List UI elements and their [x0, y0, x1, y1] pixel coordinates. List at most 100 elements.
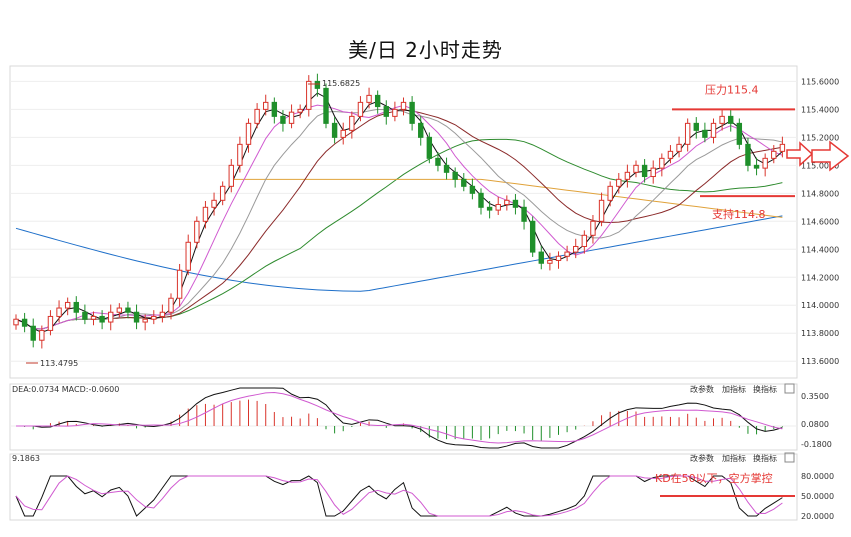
- macd-panel-frame: [9, 383, 798, 451]
- macd-header: DEA:0.0734 MACD:-0.0600: [12, 385, 119, 394]
- candle-body: [297, 108, 303, 113]
- candle-body: [237, 143, 243, 166]
- candle-body: [710, 122, 717, 138]
- candle-body: [392, 108, 398, 117]
- candle-body: [340, 129, 346, 138]
- candle-body: [349, 115, 355, 131]
- y-tick-label: 115.2000: [801, 133, 839, 142]
- trend-arrow-icon: [786, 141, 814, 167]
- candle-body: [116, 307, 123, 313]
- macd-button-label: 改参数: [690, 384, 714, 394]
- candle-body: [435, 157, 441, 166]
- candle-body: [641, 164, 648, 178]
- candle-body: [650, 167, 656, 178]
- trend-arrow-icon: [811, 140, 850, 172]
- candle-body: [151, 315, 157, 320]
- candle-body: [194, 220, 200, 243]
- kd-button-label: 加指标: [722, 453, 746, 463]
- kd-button-label: 换指标: [753, 453, 777, 463]
- candle-body: [426, 136, 433, 159]
- kd-k-line: [15, 475, 783, 517]
- candle-body: [133, 311, 140, 323]
- candle-body: [676, 143, 682, 152]
- candle-body: [306, 80, 312, 110]
- candle-body: [366, 94, 372, 103]
- kd-y-tick-label: 80.0000: [801, 472, 834, 481]
- candle-body: [185, 241, 191, 271]
- candle-body: [512, 199, 519, 208]
- candle-body: [529, 220, 536, 253]
- y-tick-label: 115.0000: [801, 161, 839, 170]
- candle-body: [323, 87, 329, 124]
- candle-body: [667, 150, 674, 159]
- candle-body: [331, 122, 338, 138]
- high-marker-label: 115.6825: [322, 79, 360, 88]
- macd-dif-line: [16, 387, 783, 449]
- ma-blue-line: [15, 215, 783, 292]
- candle-body: [400, 101, 407, 110]
- candle-body: [753, 164, 760, 169]
- candle-body: [64, 301, 71, 309]
- candle-body: [736, 122, 743, 145]
- y-tick-label: 115.6000: [801, 77, 839, 86]
- candle-body: [13, 318, 19, 326]
- candle-body: [478, 192, 484, 208]
- y-tick-label: 115.4000: [801, 105, 839, 114]
- macd-y-tick-label: -0.1800: [801, 440, 832, 449]
- candle-body: [418, 122, 424, 138]
- y-tick-label: 114.8000: [801, 189, 839, 198]
- candle-body: [409, 101, 415, 124]
- candle-body: [547, 259, 553, 264]
- main-panel-frame: [9, 65, 798, 379]
- y-tick-label: 114.4000: [801, 245, 839, 254]
- candle-body: [245, 122, 252, 145]
- kd-close-icon: [784, 452, 795, 463]
- macd-button-label: 换指标: [753, 384, 777, 394]
- candle-body: [56, 307, 62, 317]
- candle-body: [469, 185, 476, 194]
- candle-body: [159, 311, 166, 317]
- kd-d-line: [15, 475, 783, 517]
- candle-body: [504, 199, 510, 206]
- candle-body: [719, 115, 725, 124]
- candle-body: [461, 178, 467, 187]
- ma-pink-line: [15, 104, 783, 330]
- candle-body: [357, 101, 364, 117]
- candle-body: [728, 115, 734, 124]
- support-label: 支持114.8: [712, 207, 766, 221]
- y-tick-label: 114.2000: [801, 273, 839, 282]
- candle-body: [607, 185, 613, 201]
- candle-body: [228, 164, 234, 187]
- candle-body: [125, 307, 131, 313]
- kd-y-tick-label: 50.0000: [801, 492, 834, 501]
- candle-body: [555, 255, 562, 261]
- ma-black-line: [15, 92, 783, 333]
- ma-gray-line: [15, 108, 783, 330]
- candle-body: [82, 311, 88, 320]
- candle-body: [176, 269, 183, 299]
- candle-body: [202, 206, 209, 222]
- candle-body: [30, 325, 36, 341]
- candle-body: [21, 318, 28, 327]
- candle-body: [99, 315, 105, 323]
- ma-maroon-line: [15, 109, 783, 330]
- candle-body: [443, 164, 450, 173]
- candle-body: [288, 111, 295, 124]
- candle-body: [254, 108, 260, 124]
- resistance-label: 压力115.4: [705, 83, 759, 96]
- candle-body: [263, 101, 269, 110]
- low-marker-label: 113.4795: [40, 359, 78, 368]
- candle-body: [779, 143, 786, 152]
- candle-body: [486, 206, 493, 211]
- candle-body: [538, 251, 544, 264]
- kd-annotation: KD在50以下，空方掌控: [655, 471, 773, 485]
- candle-body: [47, 315, 54, 331]
- candle-body: [684, 122, 691, 145]
- macd-y-tick-label: 0.3500: [801, 392, 829, 401]
- candle-body: [211, 199, 217, 208]
- kd-y-tick-label: 20.0000: [801, 512, 834, 521]
- chart-title: 美/日 2小时走势: [348, 38, 503, 62]
- candle-body: [762, 157, 768, 169]
- candle-body: [624, 171, 631, 180]
